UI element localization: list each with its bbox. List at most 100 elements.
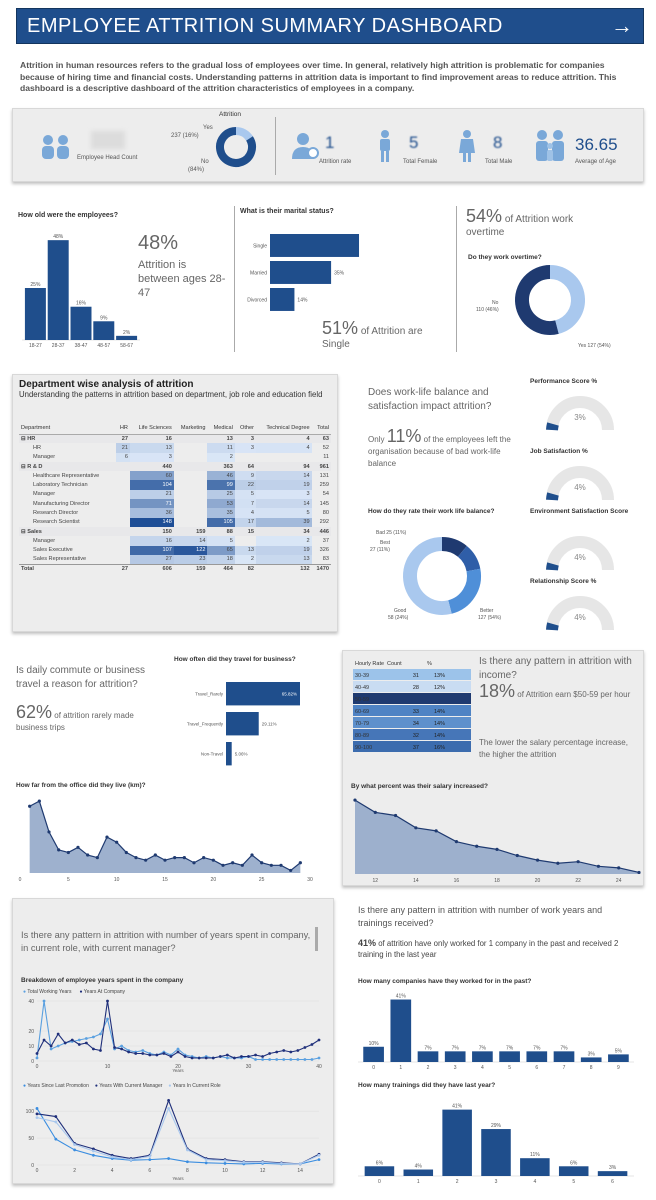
data-point (225, 1056, 229, 1060)
income-cell: 13% (434, 673, 445, 679)
tick-label: 2 (73, 1168, 76, 1174)
tick-label: 0 (372, 1065, 375, 1071)
dept-header-cell[interactable]: Total (311, 422, 331, 435)
table-cell: 15 (234, 526, 257, 537)
table-cell: 94 (256, 461, 312, 472)
arrow-right-icon[interactable]: → (611, 13, 633, 38)
table-cell: 4 (234, 508, 257, 518)
gauge-dial: 3%0%100% (546, 396, 614, 431)
age-big-value: 48% (138, 232, 179, 254)
data-point (163, 858, 167, 862)
headcount-label: Employee Head Count (77, 155, 138, 161)
income-row-band (353, 741, 471, 752)
training-text-block: 41% of attrition have only worked for 1 … (358, 938, 644, 960)
data-point (353, 798, 357, 802)
series-line (36, 1108, 320, 1165)
gauge-track (546, 596, 614, 631)
table-row[interactable]: Sales Representative 27 23 18 2 13 83 (19, 554, 331, 565)
table-cell: 22 (234, 480, 257, 490)
worklife-good-label: Good (394, 608, 407, 614)
bar (553, 1051, 575, 1062)
table-cell: 131 (319, 472, 329, 479)
data-point (317, 1153, 321, 1157)
table-cell: 3 (129, 452, 174, 462)
table-row[interactable]: ⊟ Sales 150 159 88 15 34 446 (19, 526, 331, 537)
tick-label: 6 (535, 1065, 538, 1071)
data-point (148, 1053, 152, 1057)
table-row[interactable]: Total 27 606 159 464 82 132 1470 (19, 563, 331, 574)
table-row[interactable]: Laboratory Technician 104 99 22 19 259 (19, 480, 331, 490)
table-row[interactable]: HR 21 13 11 3 4 52 (19, 443, 331, 453)
dept-header-cell[interactable]: HR (115, 422, 130, 435)
table-cell: 150 (129, 526, 174, 537)
table-cell (116, 490, 130, 499)
income-row-band (353, 705, 471, 716)
data-point (167, 1157, 171, 1160)
dept-header-cell[interactable]: Other (234, 422, 257, 435)
data-point (169, 1055, 173, 1058)
table-row[interactable]: Manufacturing Director 71 53 7 14 145 (19, 499, 331, 509)
table-row[interactable]: Research Scientist 148 105 17 39 292 (19, 517, 331, 527)
data-point (92, 1153, 95, 1157)
table-row[interactable]: Research Director 36 35 4 5 80 (19, 508, 331, 518)
income-table: Hourly Rate Count % 30-39 31 13% 40-49 28 12% 50-… (353, 661, 471, 752)
gauge-track (546, 396, 614, 431)
income-cell: 33 (413, 709, 419, 715)
marital-text2: Single (322, 339, 350, 350)
overtime-text-block: 54% of Attrition work overtime (466, 206, 646, 238)
table-row[interactable]: Manager 21 25 5 3 54 (19, 489, 331, 500)
table-cell: 19 (256, 480, 312, 490)
table-cell: 159 (173, 526, 208, 537)
table-row[interactable]: Sales Executive 107 122 65 13 19 326 (19, 545, 331, 555)
table-cell (173, 434, 208, 444)
data-point (231, 861, 235, 865)
pie-slice (457, 545, 481, 572)
table-cell: 7 (234, 499, 257, 509)
years-line-chart: 0 10 20 40 0 10 20 30 40 Years (28, 999, 322, 1073)
table-cell: Sales Representative (33, 556, 87, 563)
table-cell: Manager (33, 454, 56, 461)
dept-header-cell[interactable]: Medical (207, 422, 235, 435)
dept-header-cell[interactable]: Marketing (173, 422, 208, 435)
income-cell: 70-79 (355, 721, 369, 727)
table-cell (115, 526, 130, 537)
worklife-only: Only (368, 435, 385, 444)
table-row[interactable]: Manager 16 14 5 2 37 (19, 536, 331, 546)
dept-header-cell[interactable]: Department (19, 422, 116, 435)
table-cell: 3 (234, 443, 257, 453)
income-cell: 14% (434, 721, 445, 727)
data-label: 6% (376, 1160, 384, 1166)
table-row[interactable]: Healthcare Representative 60 46 9 14 131 (19, 471, 331, 481)
tick-label: 40 (28, 999, 34, 1005)
years-breakdown-title: Breakdown of employee years spent in the… (21, 977, 184, 984)
gauge-fill (546, 492, 559, 501)
people-icon (42, 135, 69, 159)
table-cell: 64 (234, 461, 257, 472)
pie-slice (447, 568, 481, 614)
income-row-band (353, 693, 471, 704)
dept-header-cell[interactable]: Life Sciences (129, 422, 174, 435)
data-point (167, 1098, 171, 1102)
table-row[interactable]: ⊟ HR 27 16 13 3 4 63 (19, 434, 331, 444)
table-cell: 46 (207, 471, 235, 481)
table-cell (116, 471, 130, 480)
table-row[interactable]: Manager 6 3 2 11 (19, 452, 331, 462)
commute-big-value: 62% (16, 702, 53, 722)
dept-header-cell[interactable]: Technical Degree (256, 422, 312, 435)
data-label: 4% (415, 1164, 423, 1170)
attrition-no-value: (84%) (188, 167, 205, 173)
data-label: 41% (452, 1104, 463, 1110)
data-point (221, 863, 225, 867)
data-point (254, 1058, 257, 1061)
tick-label: 10 (28, 1044, 34, 1050)
bar (270, 261, 332, 284)
income-cell: 12% (434, 685, 445, 691)
years-role-chart: 0 50 100 0 2 4 6 8 10 12 14 Years (26, 1098, 321, 1181)
table-cell: 60 (129, 471, 174, 481)
data-point (167, 1107, 171, 1110)
table-cell: 159 (173, 563, 208, 574)
attrition-donut (216, 127, 256, 167)
income-text2: The lower the salary percentage increase… (479, 738, 628, 759)
kpi-divider (275, 117, 276, 175)
table-row[interactable]: ⊟ R & D 440 363 64 94 961 (19, 461, 331, 472)
